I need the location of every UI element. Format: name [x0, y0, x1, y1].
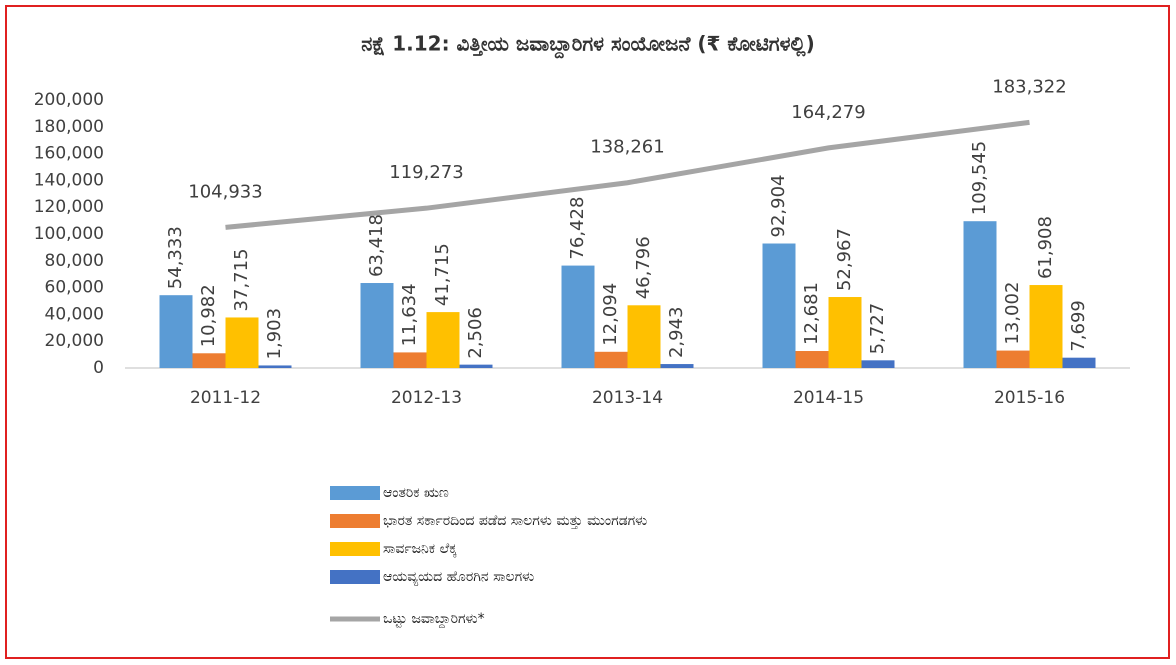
bar: [393, 352, 427, 368]
legend-swatch: [330, 486, 380, 500]
data-label: 1,903: [264, 308, 285, 360]
bar: [996, 350, 1030, 368]
data-label: 52,967: [834, 228, 855, 291]
y-tick-label: 180,000: [34, 117, 104, 137]
data-label: 109,545: [969, 141, 990, 215]
y-tick-label: 80,000: [45, 251, 104, 271]
legend-label: ಒಟ್ಟು ಜವಾಬ್ದಾರಿಗಳು*: [383, 611, 485, 628]
data-label: 2,506: [465, 307, 486, 359]
data-label: 104,933: [188, 181, 262, 202]
x-tick-label: 2014-15: [793, 388, 864, 408]
data-label: 2,943: [666, 307, 687, 359]
y-tick-label: 120,000: [34, 197, 104, 217]
bar: [594, 351, 628, 368]
bar: [159, 295, 193, 368]
data-label: 7,699: [1068, 300, 1089, 352]
bar: [861, 360, 895, 368]
data-label: 11,634: [399, 283, 420, 346]
data-label: 10,982: [198, 284, 219, 347]
data-label: 119,273: [389, 162, 463, 183]
y-tick-label: 160,000: [34, 144, 104, 164]
bar: [426, 312, 460, 368]
legend-label: ಆಂತರಿಕ ಋಣ: [383, 485, 449, 501]
legend-label: ಸಾರ್ವಜನಿಕ ಲೆಕ್ಕ: [383, 541, 457, 557]
bar: [1029, 285, 1063, 368]
legend-swatch: [330, 514, 380, 528]
data-label: 164,279: [791, 102, 865, 123]
y-tick-label: 0: [93, 358, 104, 378]
data-label: 46,796: [633, 236, 654, 299]
x-tick-label: 2015-16: [994, 388, 1065, 408]
bar: [627, 305, 661, 368]
legend-swatch: [330, 570, 380, 584]
bar: [963, 221, 997, 368]
data-label: 37,715: [231, 248, 252, 311]
data-label: 13,002: [1002, 282, 1023, 345]
bar: [225, 317, 259, 368]
bar: [795, 351, 829, 368]
legend-swatch: [330, 542, 380, 556]
y-tick-label: 200,000: [34, 90, 104, 110]
data-label: 12,094: [600, 283, 621, 346]
y-tick-label: 60,000: [45, 278, 104, 298]
x-tick-label: 2013-14: [592, 388, 663, 408]
x-tick-label: 2011-12: [190, 388, 261, 408]
bar: [828, 297, 862, 368]
bar: [1062, 357, 1096, 368]
y-tick-label: 20,000: [45, 331, 104, 351]
data-label: 5,727: [867, 303, 888, 355]
bar: [459, 364, 493, 368]
y-tick-label: 100,000: [34, 224, 104, 244]
y-tick-label: 140,000: [34, 170, 104, 190]
data-label: 183,322: [992, 76, 1066, 97]
bar: [762, 243, 796, 368]
data-label: 41,715: [432, 243, 453, 306]
bar: [192, 353, 226, 368]
bar: [660, 364, 694, 368]
data-label: 54,333: [165, 226, 186, 289]
data-label: 63,418: [366, 214, 387, 277]
data-label: 12,681: [801, 282, 822, 345]
data-label: 138,261: [590, 137, 664, 158]
chart-title: ನಕ್ಷೆ 1.12: ವಿತ್ತೀಯ ಜವಾಬ್ದಾರಿಗಳ ಸಂಯೋಜನೆ …: [361, 32, 814, 59]
data-label: 76,428: [567, 197, 588, 260]
x-tick-label: 2012-13: [391, 388, 462, 408]
legend-label: ಆಯವ್ಯಯದ ಹೊರಗಿನ ಸಾಲಗಳು: [383, 569, 534, 586]
line: [225, 119, 1030, 230]
bar: [561, 265, 595, 368]
data-label: 61,908: [1035, 216, 1056, 279]
y-tick-label: 40,000: [45, 304, 104, 324]
data-label: 92,904: [768, 175, 789, 238]
legend-label: ಭಾರತ ಸರ್ಕಾರದಿಂದ ಪಡೆದ ಸಾಲಗಳು ಮತ್ತು ಮುಂಗಡಗ…: [383, 513, 647, 529]
bar: [258, 365, 292, 368]
bar: [360, 283, 394, 368]
